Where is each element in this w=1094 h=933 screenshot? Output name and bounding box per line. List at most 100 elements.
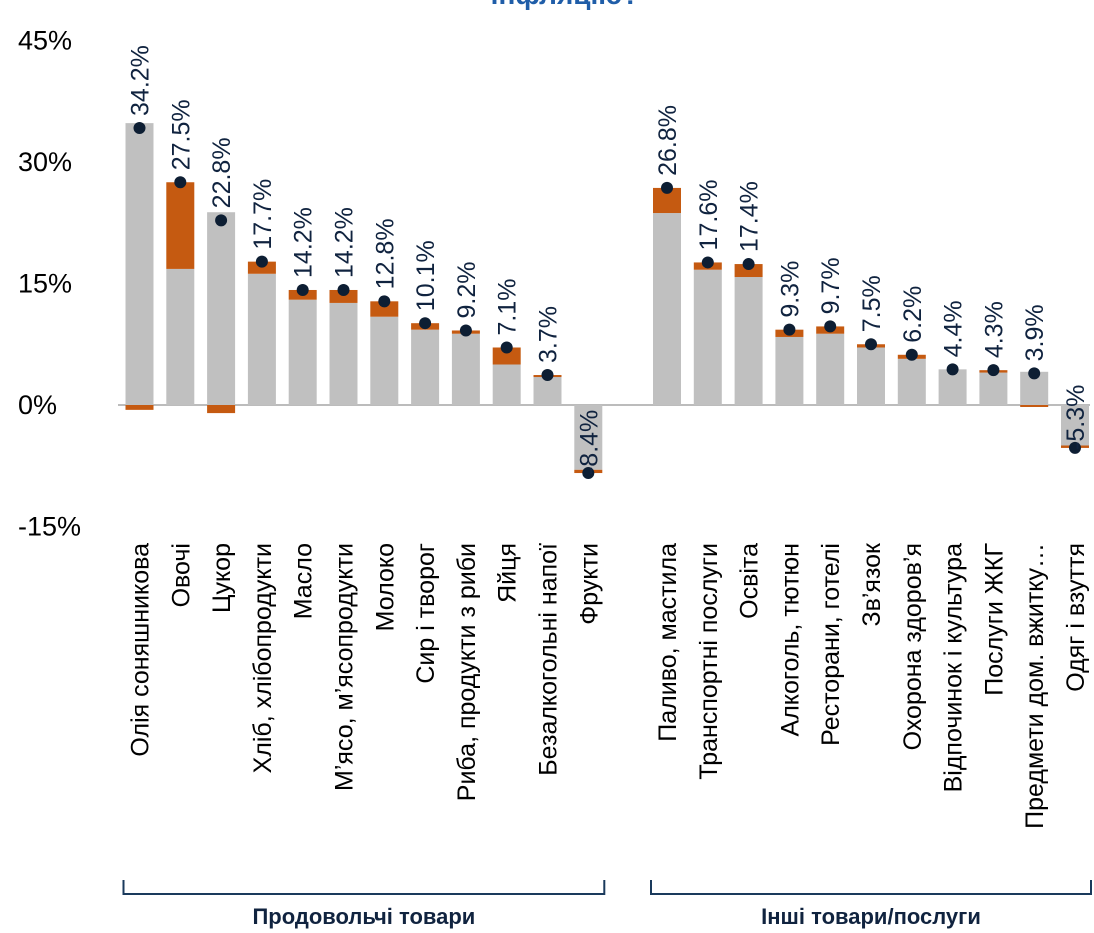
- category-label: Цукор: [208, 543, 236, 613]
- category-label: Олія соняшникова: [127, 543, 155, 757]
- grey-bar: [816, 333, 845, 405]
- grey-bar: [492, 364, 521, 405]
- value-dot: [296, 283, 309, 296]
- grey-bar: [857, 347, 885, 405]
- orange-bar: [492, 347, 521, 365]
- category-label: Риба, продукти з риби: [453, 543, 481, 801]
- category-label: Зв’язок: [858, 542, 886, 627]
- group-label: Продовольчі товари: [252, 904, 475, 929]
- data-label: 27.5%: [167, 99, 195, 170]
- grey-bar: [734, 277, 763, 405]
- category-label: Відпочинок і культура: [940, 543, 968, 792]
- category-label: Паливо, мастила: [654, 543, 682, 742]
- category-label: Алкоголь, тютюн: [776, 543, 804, 736]
- orange-bar: [734, 264, 763, 278]
- data-label: 6.2%: [899, 286, 927, 343]
- data-label: 9.2%: [453, 261, 481, 318]
- grey-bar: [288, 299, 317, 405]
- value-dot: [541, 369, 554, 382]
- value-dot: [742, 258, 755, 271]
- value-dot: [905, 348, 918, 361]
- category-label: Предмети дом. вжитку…: [1021, 543, 1049, 829]
- y-tick-label: 30%: [18, 147, 72, 177]
- category-label: Молоко: [371, 543, 399, 631]
- grey-bar: [247, 273, 276, 405]
- data-label: 22.8%: [208, 137, 236, 208]
- grey-bar: [693, 269, 722, 405]
- y-tick-label: 45%: [18, 26, 72, 56]
- data-label: 17.7%: [249, 179, 277, 250]
- grey-bar: [451, 333, 480, 405]
- data-label: 4.4%: [940, 300, 968, 357]
- y-tick-label: 15%: [18, 269, 72, 299]
- data-label: 3.7%: [535, 306, 563, 363]
- y-tick-label: -15%: [18, 512, 81, 542]
- data-label: -5.3%: [1062, 385, 1090, 450]
- grey-bar: [574, 405, 603, 470]
- y-tick-label: 0%: [18, 390, 57, 420]
- data-label: 10.1%: [412, 240, 440, 311]
- grey-bar: [125, 123, 154, 406]
- data-label: -8.4%: [575, 410, 603, 475]
- category-label: Сир і творог: [412, 543, 440, 684]
- data-label: 26.8%: [654, 105, 682, 176]
- grey-bar: [370, 316, 399, 405]
- category-label: Одяг і взуття: [1062, 543, 1090, 692]
- data-label: 34.2%: [127, 45, 155, 116]
- chart-title: інфляцію?: [491, 0, 640, 10]
- value-dot: [701, 256, 714, 269]
- value-dot: [133, 121, 146, 134]
- data-label: 9.7%: [817, 257, 845, 314]
- data-label: 12.8%: [371, 218, 399, 289]
- value-dot: [582, 467, 595, 480]
- data-label: 4.3%: [980, 301, 1008, 358]
- value-dots: [133, 121, 1081, 480]
- value-dot: [215, 214, 228, 227]
- value-dot: [337, 283, 350, 296]
- orange-bar: [166, 182, 195, 269]
- grey-bar: [1061, 405, 1089, 446]
- bars: [125, 123, 1089, 474]
- value-dot: [459, 324, 472, 337]
- value-dot: [255, 255, 268, 268]
- orange-bar: [1020, 405, 1049, 407]
- group-bracket: [650, 880, 1092, 895]
- category-label: Послуги ЖКГ: [980, 543, 1008, 696]
- grey-bar: [166, 268, 195, 405]
- data-label: 17.6%: [695, 180, 723, 251]
- category-label: Освіта: [736, 543, 764, 619]
- category-label: Масло: [290, 543, 318, 619]
- grey-bar: [653, 213, 681, 405]
- category-label: Овочі: [167, 543, 195, 607]
- value-dot: [824, 320, 837, 333]
- category-label: Хліб, хлібопродукти: [249, 543, 277, 773]
- orange-bar: [247, 261, 276, 274]
- value-dot: [946, 363, 959, 376]
- category-label: Транспортні послуги: [695, 543, 723, 780]
- category-label: М’ясо, м’ясопродукти: [331, 543, 359, 791]
- group-brackets: Продовольчі товари Інші товари/послуги: [122, 880, 1092, 929]
- value-dot: [661, 181, 673, 194]
- value-dot: [174, 176, 187, 189]
- value-dot: [419, 317, 432, 330]
- value-dot: [987, 364, 1000, 377]
- group-bracket: [122, 880, 606, 895]
- orange-bar: [370, 301, 399, 317]
- grey-bar: [411, 329, 440, 405]
- group-label: Інші товари/послуги: [761, 904, 981, 929]
- data-label: 17.4%: [736, 181, 764, 252]
- data-label: 9.3%: [776, 261, 804, 318]
- value-dot: [783, 323, 796, 336]
- data-label: 7.1%: [494, 279, 522, 336]
- value-dot: [500, 341, 513, 354]
- category-label: Фрукти: [575, 543, 603, 625]
- value-dot: [1069, 441, 1081, 454]
- data-label: 14.2%: [331, 207, 359, 278]
- orange-bar: [329, 289, 358, 303]
- category-label: Безалкогольні напої: [535, 543, 563, 776]
- data-label: 3.9%: [1021, 304, 1049, 361]
- grey-bar: [775, 336, 804, 405]
- grey-bar: [979, 372, 1008, 405]
- value-dot: [1028, 367, 1041, 380]
